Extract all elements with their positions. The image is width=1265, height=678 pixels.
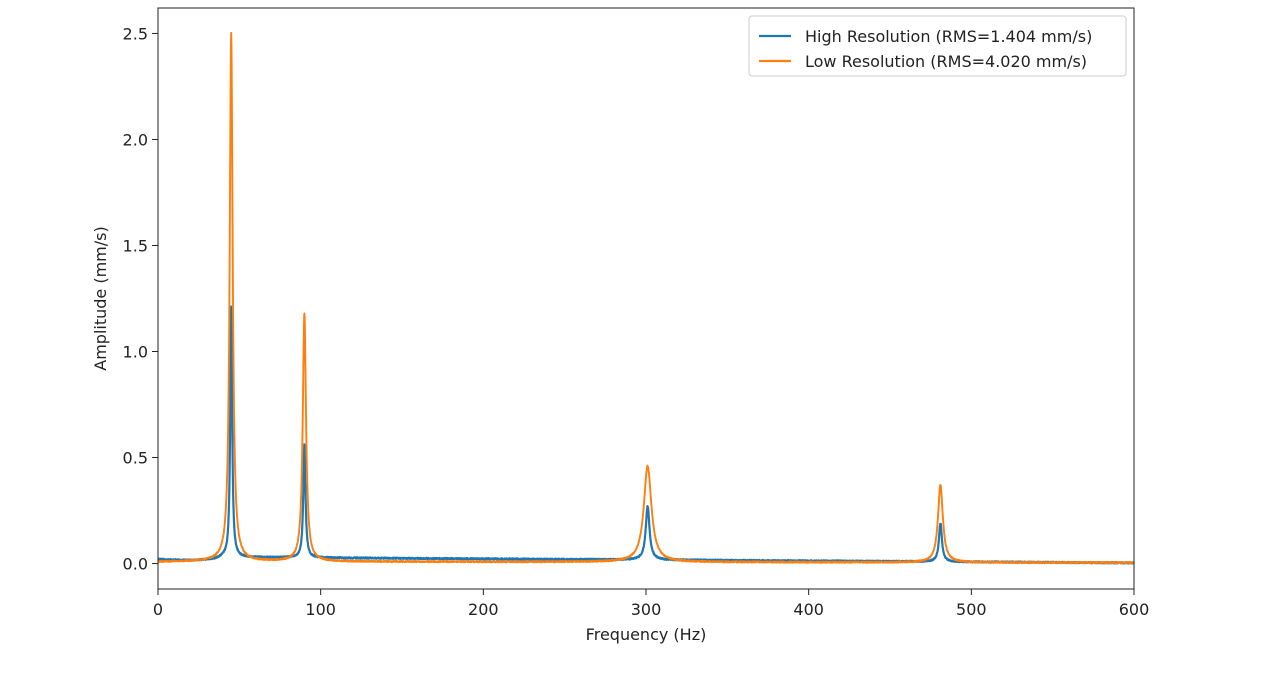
x-tick-label: 500 bbox=[956, 600, 987, 619]
y-tick-label: 2.0 bbox=[123, 130, 148, 149]
y-tick-label: 0.0 bbox=[123, 555, 148, 574]
y-tick-label: 1.0 bbox=[123, 343, 148, 362]
series-layer bbox=[158, 31, 1134, 565]
legend-entry: High Resolution (RMS=1.404 mm/s) bbox=[805, 27, 1092, 46]
series-line-low-resolution bbox=[158, 31, 1134, 565]
x-tick-label: 0 bbox=[153, 600, 163, 619]
x-tick-label: 400 bbox=[793, 600, 824, 619]
y-tick-label: 2.5 bbox=[123, 24, 148, 43]
x-axis-label: Frequency (Hz) bbox=[586, 625, 707, 644]
x-tick-label: 200 bbox=[468, 600, 499, 619]
y-tick-label: 0.5 bbox=[123, 449, 148, 468]
y-tick-label: 1.5 bbox=[123, 236, 148, 255]
legend: High Resolution (RMS=1.404 mm/s) Low Reso… bbox=[748, 15, 1127, 77]
x-tick-label: 600 bbox=[1119, 600, 1150, 619]
x-tick-label: 300 bbox=[631, 600, 662, 619]
x-axis: 0 100 200 300 400 500 600 bbox=[153, 589, 1149, 619]
legend-box bbox=[748, 15, 1127, 77]
plot-frame bbox=[157, 7, 1135, 590]
legend-entry: Low Resolution (RMS=4.020 mm/s) bbox=[805, 52, 1087, 71]
y-axis: 0.0 0.5 1.0 1.5 2.0 2.5 bbox=[123, 24, 158, 574]
x-tick-label: 100 bbox=[305, 600, 336, 619]
y-axis-label: Amplitude (mm/s) bbox=[91, 226, 110, 370]
